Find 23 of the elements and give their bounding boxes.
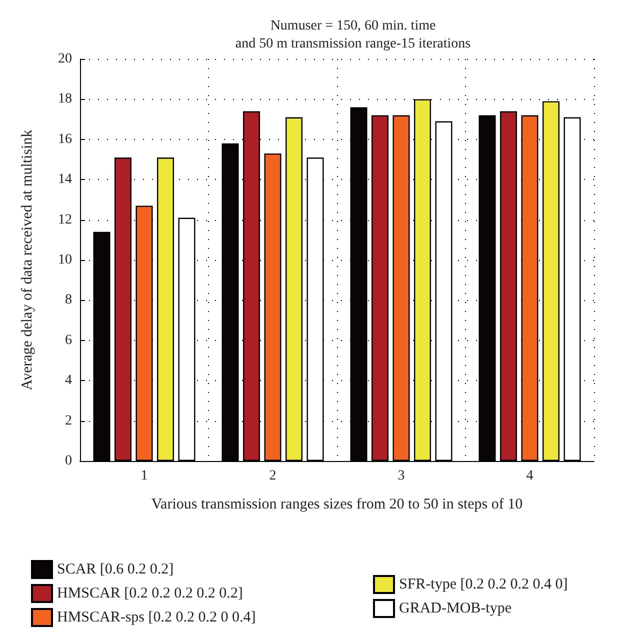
x-tick-label: 3 [398, 468, 405, 484]
legend-label: HMSCAR-sps [0.2 0.2 0.2 0 0.4] [57, 610, 256, 626]
y-tick-label: 18 [58, 92, 72, 107]
y-tick-label: 14 [58, 172, 72, 188]
chart-title: Numuser = 150, 60 min. time and 50 m transmission range-15 iterations [235, 18, 471, 52]
y-axis-title: Average delay of data received at multisink [20, 129, 36, 390]
y-tick-label: 12 [58, 212, 72, 228]
x-tick-label: 4 [526, 468, 534, 484]
legend-label: SCAR [0.6 0.2 0.2] [57, 562, 174, 578]
y-tick-label: 6 [65, 332, 72, 348]
x-tick-label: 2 [269, 468, 276, 484]
y-tick-label: 8 [65, 292, 72, 308]
legend-label: SFR-type [0.2 0.2 0.2 0.4 0] [399, 576, 568, 592]
y-tick-label: 20 [58, 52, 72, 66]
y-tick-label: 10 [58, 252, 72, 268]
legend-label: HMSCAR [0.2 0.2 0.2 0.2 0.2] [57, 586, 243, 602]
y-tick-label: 16 [58, 132, 72, 147]
y-tick-label: 0 [65, 454, 72, 468]
y-tick-label: 2 [65, 413, 72, 428]
x-tick-label: 1 [140, 468, 148, 484]
legend-label: GRAD-MOB-type [399, 600, 512, 616]
y-tick-label: 4 [65, 373, 72, 388]
x-axis-title: Various transmission ranges sizes from 20 to 50 in steps of 10 [151, 496, 523, 512]
